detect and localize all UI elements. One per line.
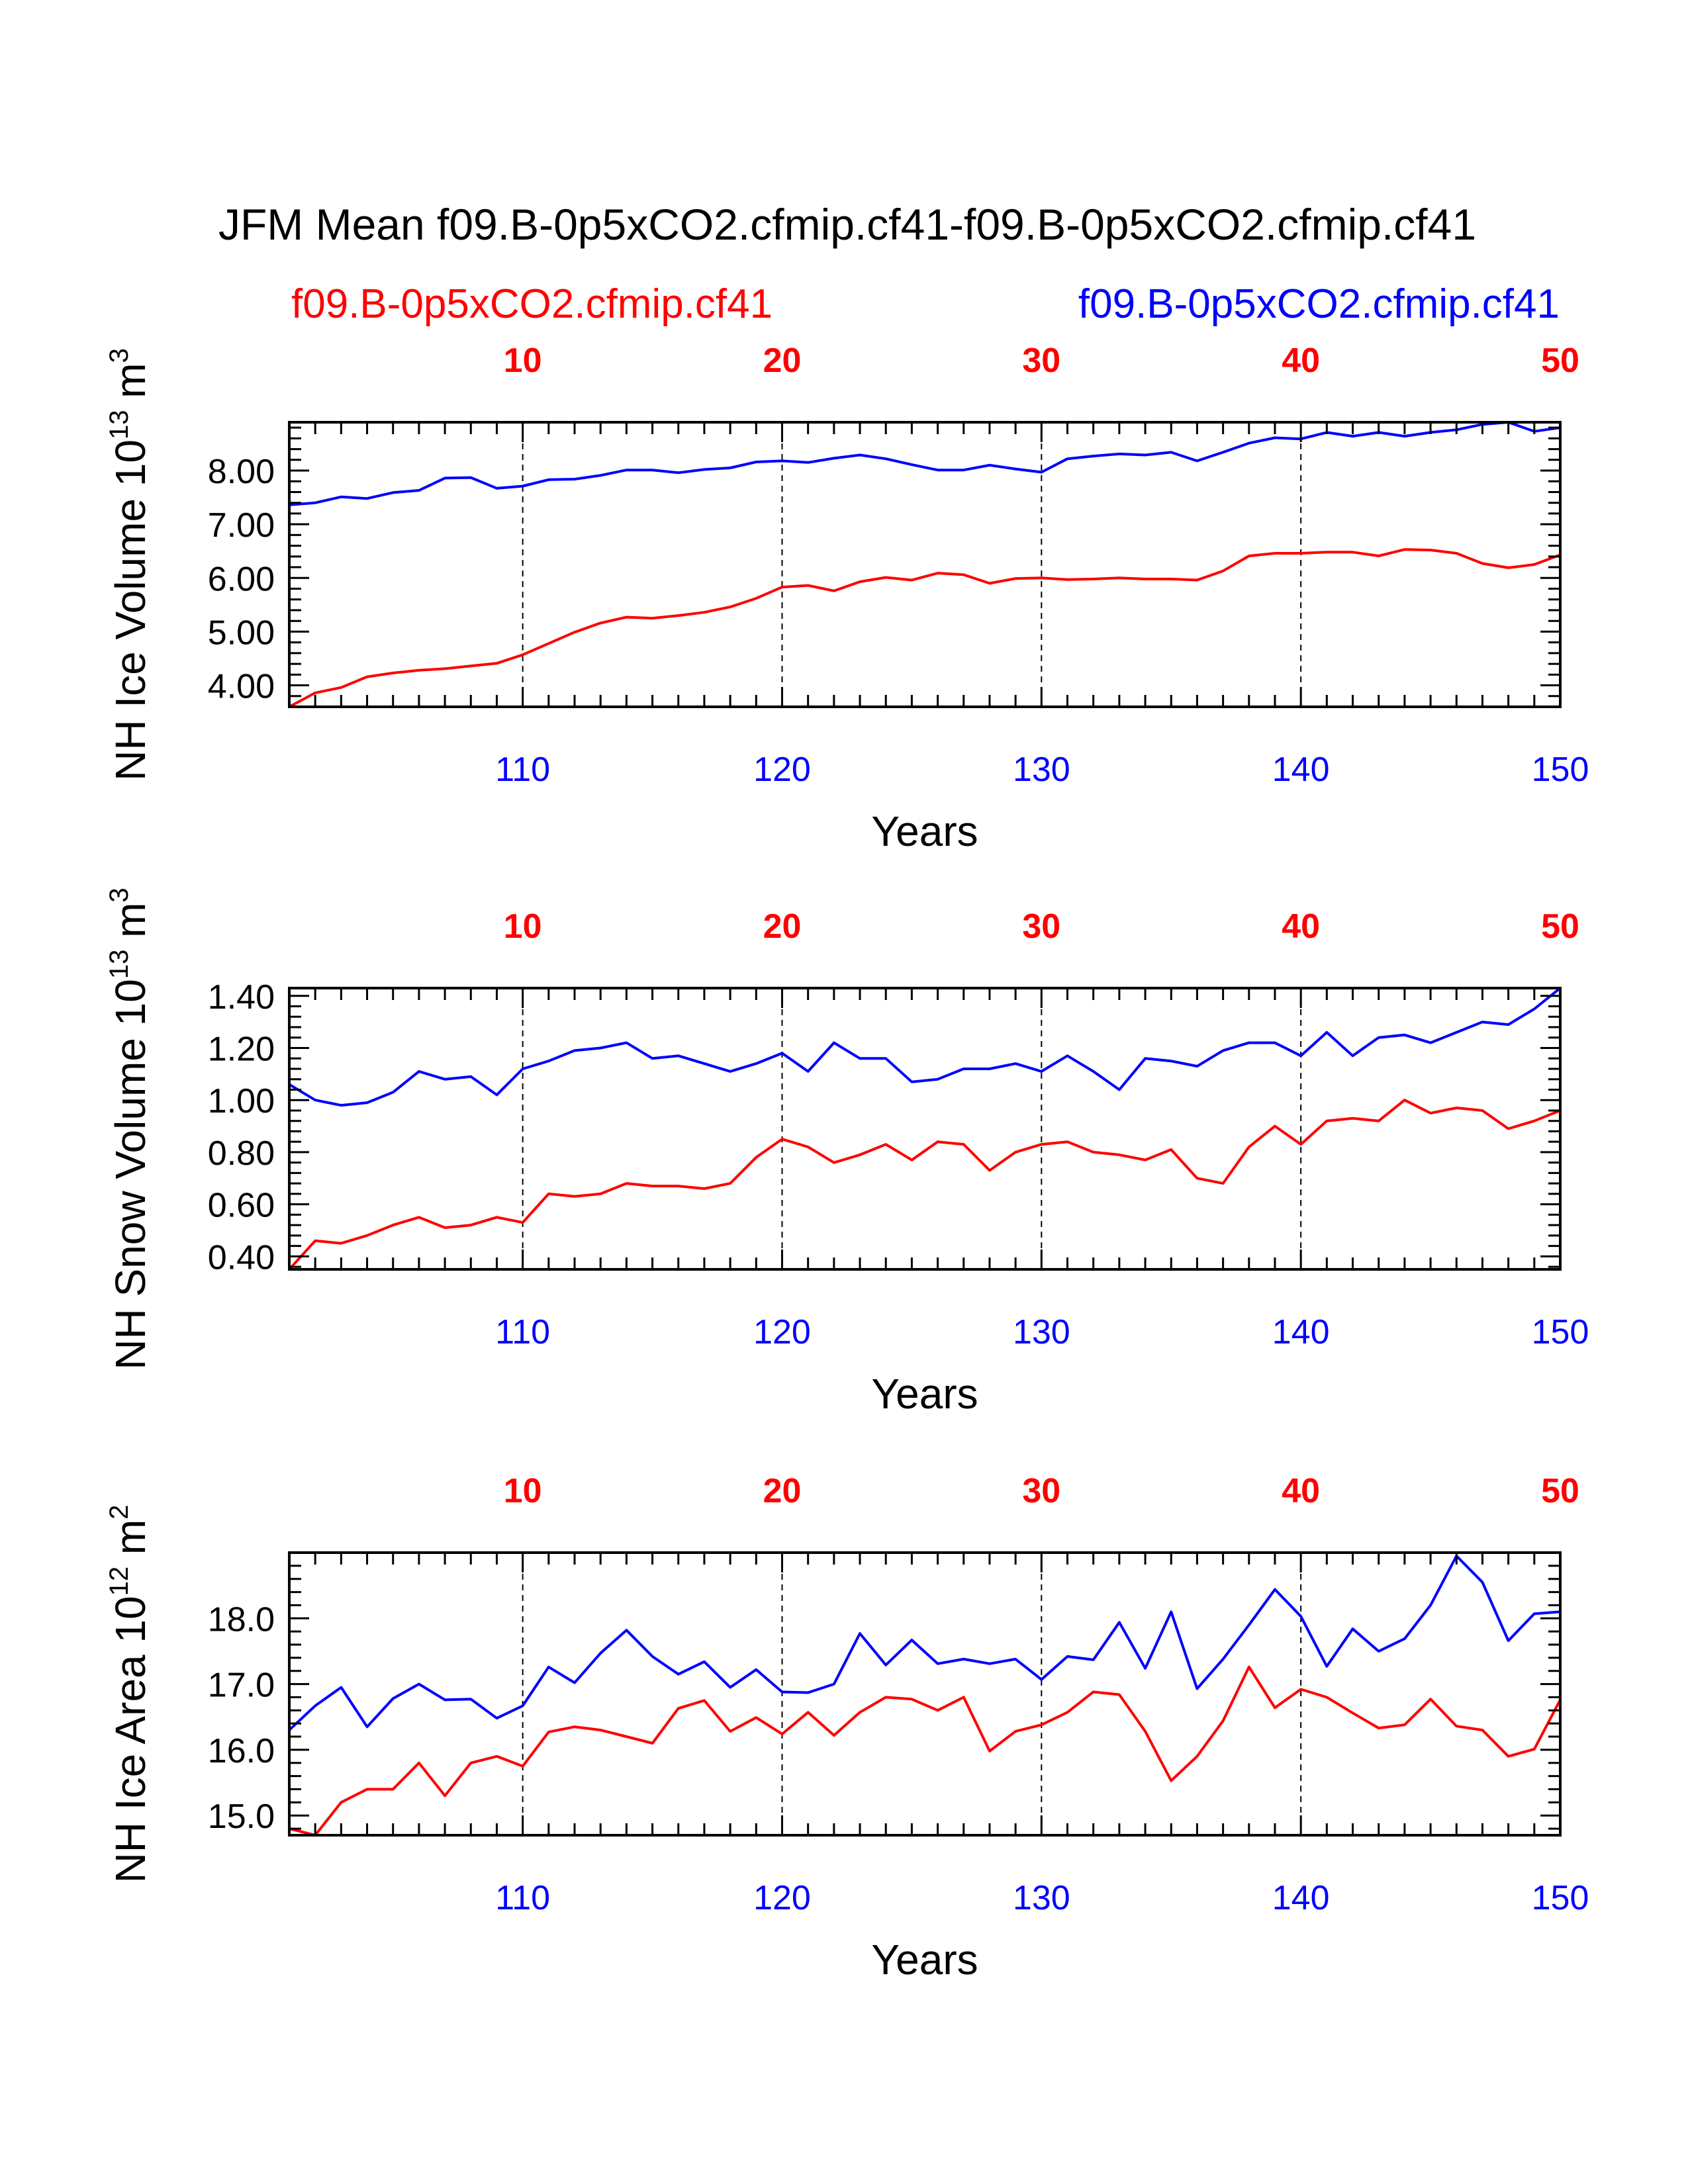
y-tick-label: 5.00 [208,614,275,652]
y-axis-label-superscript: 12 [105,1567,134,1596]
blue-series-line [288,987,1562,1107]
plot-frame [288,987,1562,1271]
x-tick-label-top: 30 [1022,1472,1060,1510]
y-tick-label: 7.00 [208,506,275,545]
x-tick-label-bottom: 140 [1272,1879,1330,1917]
y-axis-label-superscript: 3 [105,887,134,902]
x-tick-label-top: 20 [763,1472,802,1510]
x-tick-label-bottom: 130 [1013,1313,1070,1351]
x-axis-label: Years [871,1936,978,1983]
y-tick-label: 1.40 [208,978,275,1017]
x-tick-label-top: 40 [1282,1472,1320,1510]
blue-series-line [289,421,1561,506]
red-series-line [288,1099,1561,1271]
y-axis-label-part: NH Snow Volume 10 [107,979,154,1370]
y-tick-label: 8.00 [208,453,275,491]
x-tick-label-bottom: 140 [1272,1313,1330,1351]
y-tick-label: 16.0 [208,1732,275,1770]
y-tick-label: 1.20 [208,1030,275,1069]
y-axis-label-part: m [107,363,154,410]
x-tick-label-top: 50 [1541,907,1579,946]
y-axis-label-superscript: 13 [105,950,134,979]
x-tick-label-bottom: 150 [1532,1879,1589,1917]
y-tick-label: 18.0 [208,1600,275,1639]
y-axis-label-superscript: 13 [105,410,134,440]
y-axis-label-part: NH Ice Volume 10 [107,439,154,781]
chart-panel-1: 4.00 5.00 6.00 7.00 8.00 110 120 130 140 150 10 20 3… [105,341,1589,855]
y-axis-label-superscript: 2 [105,1505,134,1520]
x-tick-label-bottom: 130 [1013,1879,1070,1917]
x-axis-label: Years [871,1370,978,1418]
x-tick-label-bottom: 130 [1013,751,1070,789]
x-tick-label-bottom: 120 [753,1313,811,1351]
plot-frame [288,1551,1562,1837]
plot-frame [288,421,1562,708]
x-tick-label-bottom: 140 [1272,751,1330,789]
y-axis-label: NH Ice Area 1012 m2 [105,1505,154,1884]
panels: 4.00 5.00 6.00 7.00 8.00 110 120 130 140 150 10 20 3… [105,341,1589,1983]
x-tick-label-bottom: 110 [495,1879,550,1917]
x-tick-label-top: 50 [1541,1472,1579,1510]
x-tick-label-top: 10 [504,907,542,946]
chart-panel-2: 0.40 0.60 0.80 1.00 1.20 1.40 110 120 130 140 150 1… [105,887,1589,1418]
x-tick-label-top: 20 [763,341,802,380]
x-tick-label-bottom: 120 [753,1879,811,1917]
y-tick-label: 6.00 [208,560,275,598]
y-tick-label: 1.00 [208,1082,275,1120]
y-axis-label-superscript: 3 [105,348,134,363]
x-tick-label-top: 30 [1022,341,1060,380]
y-axis-label-part: m [107,1520,154,1567]
x-tick-label-bottom: 110 [495,751,550,789]
legend-right-case: f09.B-0p5xCO2.cfmip.cf41 [1078,281,1560,327]
x-tick-label-top: 30 [1022,907,1060,946]
y-tick-label: 15.0 [208,1797,275,1836]
x-tick-label-top: 10 [504,341,542,380]
x-axis-label: Years [871,807,978,855]
y-axis-label-part: NH Ice Area 10 [107,1596,154,1883]
figure-title: JFM Mean f09.B-0p5xCO2.cfmip.cf41-f09.B-… [218,200,1476,249]
y-axis-label: NH Ice Volume 1013 m3 [105,348,154,781]
y-axis-label: NH Snow Volume 1013 m3 [105,887,154,1369]
blue-series-line [288,1555,1561,1731]
red-series-line [289,1665,1562,1837]
x-tick-label-top: 40 [1282,907,1320,946]
x-tick-label-top: 20 [763,907,802,946]
legend-left-case: f09.B-0p5xCO2.cfmip.cf41 [291,281,773,327]
y-tick-label: 17.0 [208,1666,275,1705]
y-tick-label: 0.60 [208,1187,275,1225]
y-axis-label-part: m [107,903,154,950]
x-tick-label-bottom: 150 [1532,1313,1589,1351]
y-tick-label: 0.40 [208,1238,275,1277]
x-tick-label-top: 10 [504,1472,542,1510]
red-series-line [289,548,1561,708]
chart-panel-3: 15.0 16.0 17.0 18.0 110 120 130 140 150 10 20 30 40 5… [105,1472,1589,1983]
x-tick-label-top: 50 [1541,341,1579,380]
x-tick-label-bottom: 110 [495,1313,550,1351]
y-tick-label: 4.00 [208,668,275,706]
x-tick-label-bottom: 120 [753,751,811,789]
y-tick-label: 0.80 [208,1134,275,1173]
x-tick-label-top: 40 [1282,341,1320,380]
x-tick-label-bottom: 150 [1532,751,1589,789]
